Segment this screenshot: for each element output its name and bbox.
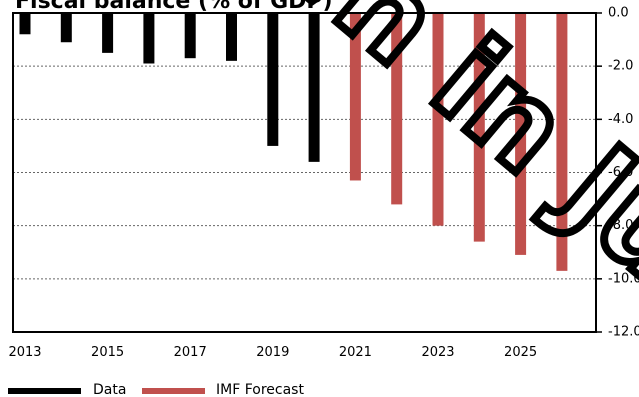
x-tick-label: 2023	[421, 345, 454, 360]
y-tick-label: -10.0	[608, 271, 639, 286]
bar-forecast-2022	[391, 13, 403, 205]
legend: Data IMF Forecast	[8, 382, 304, 397]
bar-data-2020	[308, 13, 320, 162]
legend-swatch-data	[8, 388, 81, 394]
legend-label-data: Data	[93, 382, 126, 397]
bars	[19, 13, 568, 271]
y-tick-label: -2.0	[608, 59, 633, 74]
y-axis-ticks: 0.0 -2.0 -4.0 -6.0 -8.0 -10.0 -12.0	[596, 6, 639, 340]
x-tick-label: 2025	[504, 345, 537, 360]
legend-swatch-forecast	[142, 388, 205, 394]
bar-data-2019	[267, 13, 279, 146]
x-tick-label: 2015	[91, 345, 124, 360]
gridlines	[13, 65, 596, 280]
bar-data-2016	[143, 13, 155, 64]
bar-forecast-2021	[349, 13, 361, 181]
x-tick-label: 2021	[339, 345, 372, 360]
bar-forecast-2024	[473, 13, 485, 242]
y-tick-label: 0.0	[608, 6, 629, 21]
bar-forecast-2025	[515, 13, 527, 255]
y-tick-label: -4.0	[608, 112, 633, 127]
bar-forecast-2023	[432, 13, 444, 226]
x-axis-ticks: 2013 2015 2017 2019 2021 2023 2025	[8, 345, 537, 360]
bar-data-2018	[226, 13, 237, 61]
legend-label-forecast: IMF Forecast	[216, 382, 304, 397]
bar-data-2013	[19, 13, 31, 35]
y-tick-label: -8.0	[608, 218, 633, 233]
y-tick-label: -12.0	[608, 325, 639, 340]
bar-data-2015	[102, 13, 114, 53]
bar-forecast-2026	[556, 13, 568, 271]
bar-data-2014	[60, 13, 72, 43]
chart-title: Fiscal balance (% of GDP)	[15, 0, 333, 14]
x-tick-label: 2013	[8, 345, 41, 360]
x-tick-label: 2017	[174, 345, 207, 360]
y-tick-label: -6.0	[608, 165, 633, 180]
x-tick-label: 2019	[256, 345, 289, 360]
bar-data-2017	[184, 13, 196, 59]
